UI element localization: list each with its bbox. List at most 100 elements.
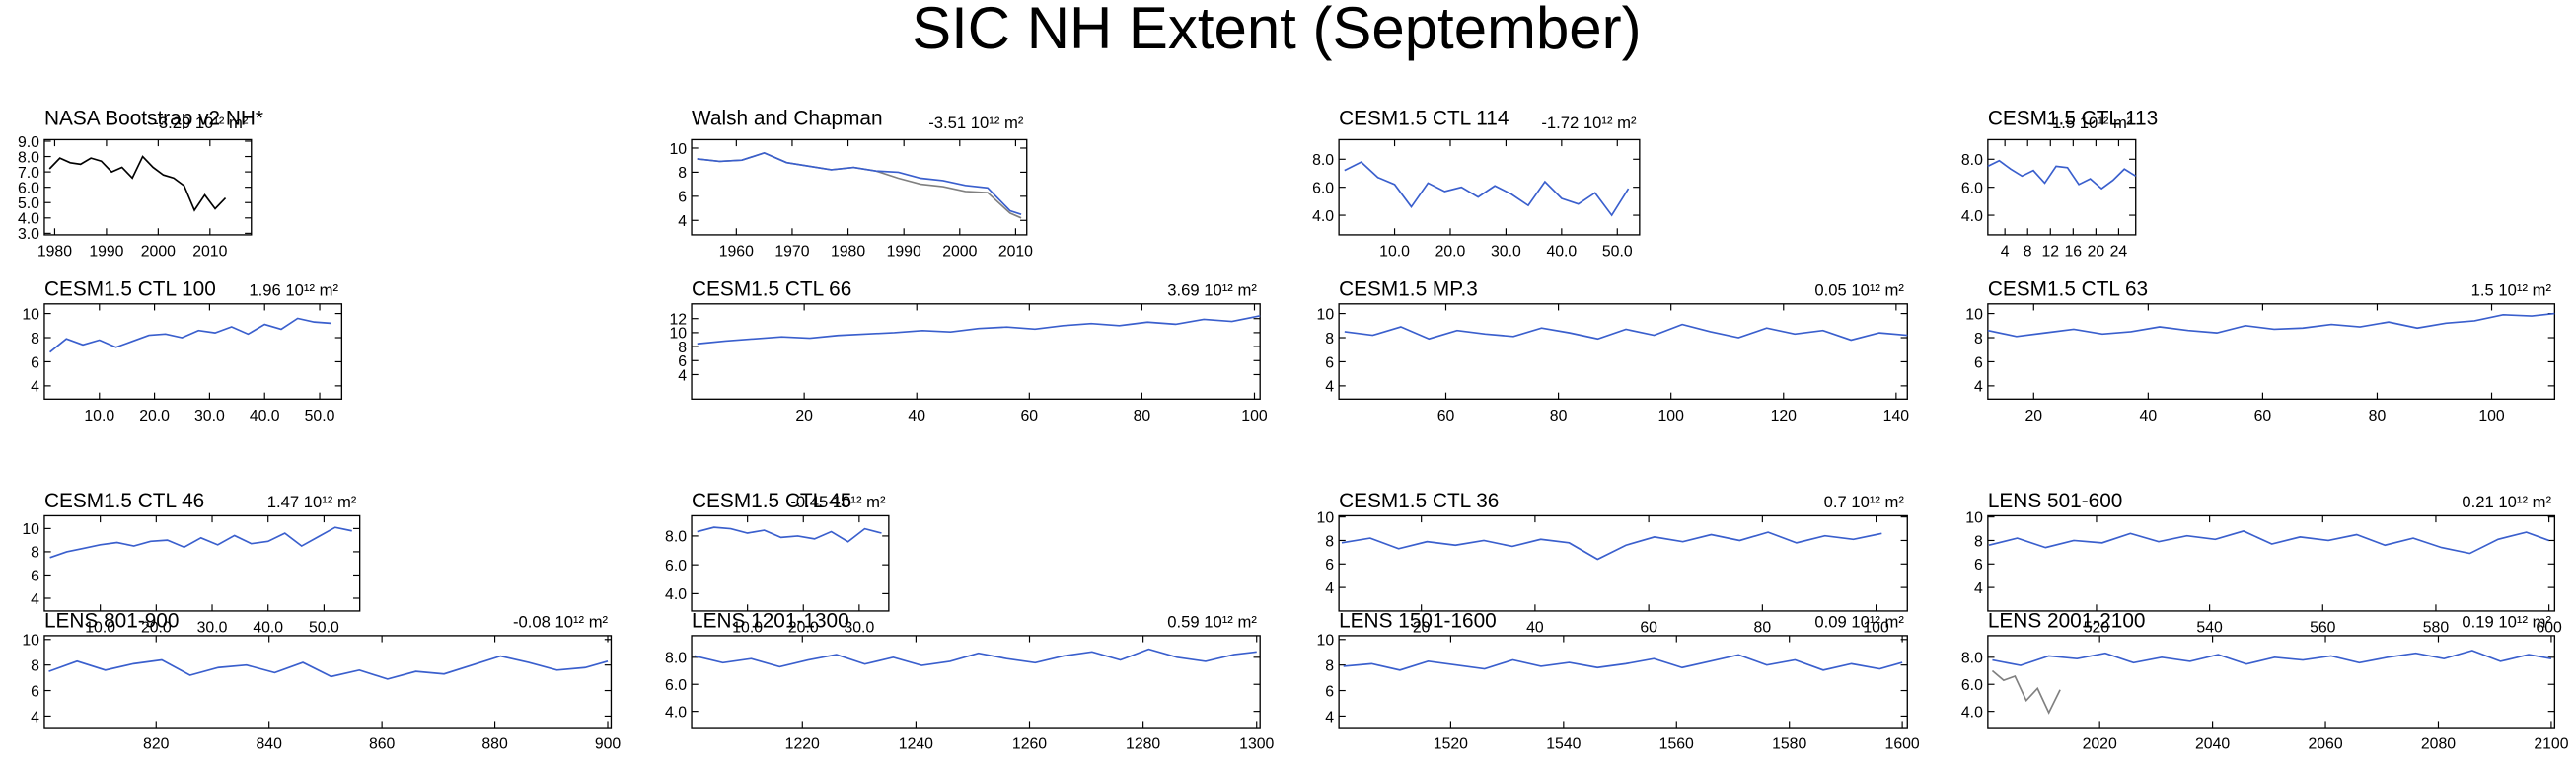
plot-frame	[1987, 635, 2556, 729]
trend-label: 1.96 10¹² m²	[249, 280, 338, 299]
y-tick-label: 10	[1317, 633, 1335, 650]
plot-frame	[1987, 303, 2556, 400]
y-tick-label: 8	[31, 545, 39, 562]
y-tick-label: 8.0	[18, 149, 39, 166]
plot-frame	[1987, 514, 2556, 612]
x-tick-label: 30.0	[194, 408, 225, 425]
y-tick-label: 4	[31, 379, 39, 396]
x-tick-label: 2000	[141, 244, 176, 261]
x-tick-label: 60	[1640, 620, 1657, 637]
x-tick-label: 580	[2423, 620, 2450, 637]
x-tick-label: 100	[1863, 620, 1889, 637]
x-tick-label: 2060	[2308, 736, 2342, 753]
x-tick-label: 2100	[2534, 736, 2568, 753]
plot-frame	[1338, 138, 1641, 236]
plot-frame	[1987, 138, 2137, 236]
trend-label: 0.19 10¹² m²	[2462, 613, 2551, 632]
x-tick-label: 1240	[899, 736, 933, 753]
panel-title: LENS 1201-1300	[692, 610, 849, 633]
plot-frame	[691, 303, 1261, 400]
y-tick-label: 3.0	[18, 226, 39, 243]
x-tick-label: 820	[143, 736, 170, 753]
x-tick-label: 12	[2041, 244, 2059, 261]
y-tick-label: 12	[669, 312, 687, 329]
x-tick-label: 2040	[2195, 736, 2230, 753]
panel-title: CESM1.5 CTL 46	[44, 490, 204, 512]
x-tick-label: 540	[2196, 620, 2223, 637]
y-tick-label: 8.0	[1312, 152, 1334, 169]
series-line	[1341, 531, 1882, 561]
y-tick-label: 8.0	[665, 651, 687, 667]
x-tick-label: 40	[2140, 408, 2158, 425]
y-tick-label: 6	[678, 190, 687, 206]
panel-title: CESM1.5 CTL 66	[692, 277, 851, 300]
x-tick-label: 10.0	[732, 620, 763, 637]
plot-frame	[1338, 635, 1908, 729]
x-tick-label: 900	[595, 736, 622, 753]
x-tick-label: 1300	[1239, 736, 1274, 753]
plot-frame	[691, 635, 1261, 729]
y-tick-label: 4	[678, 367, 687, 384]
x-tick-label: 80	[1550, 408, 1568, 425]
x-tick-label: 100	[1241, 408, 1268, 425]
figure-title: SIC NH Extent (September)	[912, 0, 1641, 61]
plot-frame	[691, 138, 1028, 236]
plot-frame	[43, 138, 253, 236]
y-tick-label: 6.0	[665, 677, 687, 694]
x-tick-label: 24	[2110, 244, 2128, 261]
x-tick-label: 840	[257, 736, 283, 753]
y-tick-label: 6	[31, 354, 39, 371]
x-tick-label: 1280	[1126, 736, 1160, 753]
y-tick-label: 4.0	[665, 704, 687, 721]
x-tick-label: 2080	[2421, 736, 2456, 753]
panel-title: CESM1.5 CTL 45	[692, 490, 851, 512]
y-tick-label: 10	[1317, 509, 1335, 526]
x-tick-label: 20	[1413, 620, 1431, 637]
y-tick-label: 8.0	[1961, 651, 1983, 667]
x-tick-label: 1260	[1012, 736, 1047, 753]
x-tick-label: 50.0	[305, 408, 335, 425]
trend-label: 1.5 10¹² m²	[2471, 280, 2552, 299]
x-tick-label: 880	[481, 736, 508, 753]
panel-title: LENS 2001-2100	[1988, 610, 2146, 633]
x-tick-label: 10.0	[84, 408, 114, 425]
x-tick-label: 20.0	[788, 620, 819, 637]
y-tick-label: 5.0	[18, 195, 39, 212]
y-tick-label: 4	[678, 213, 687, 230]
x-tick-label: 2010	[192, 244, 227, 261]
y-tick-label: 6.0	[1961, 181, 1983, 197]
x-tick-label: 80	[2369, 408, 2387, 425]
y-tick-label: 6	[1325, 683, 1334, 700]
series-line	[1987, 159, 2137, 191]
panel-title: LENS 1501-1600	[1339, 610, 1497, 633]
x-tick-label: 1560	[1659, 736, 1694, 753]
x-tick-label: 60	[1021, 408, 1039, 425]
x-tick-label: 30.0	[197, 620, 228, 637]
y-tick-label: 8	[31, 331, 39, 347]
y-tick-label: 10	[22, 306, 39, 323]
x-tick-label: 20	[2088, 244, 2105, 261]
panel-title: CESM1.5 CTL 114	[1339, 107, 1509, 129]
y-tick-label: 6	[1325, 354, 1334, 371]
plot-frame	[1338, 303, 1908, 400]
x-tick-label: 20.0	[139, 408, 170, 425]
series-line	[1987, 312, 2555, 338]
y-tick-label: 4	[1974, 580, 1983, 597]
y-tick-label: 4	[1325, 580, 1334, 597]
panel-title: NASA Bootstrap v2 NH*	[44, 107, 263, 129]
y-tick-label: 8	[1325, 331, 1334, 347]
x-tick-label: 40.0	[1546, 244, 1577, 261]
y-tick-label: 6.0	[665, 558, 687, 575]
series-line	[697, 151, 1022, 215]
y-tick-label: 6	[1974, 557, 1983, 574]
x-tick-label: 8	[2024, 244, 2032, 261]
x-tick-label: 60	[1437, 408, 1455, 425]
x-tick-label: 100	[2478, 408, 2505, 425]
x-tick-label: 1960	[719, 244, 754, 261]
panel-title: LENS 501-600	[1988, 490, 2122, 512]
x-tick-label: 1990	[89, 244, 123, 261]
x-tick-label: 1980	[831, 244, 865, 261]
y-tick-label: 6.0	[1961, 677, 1983, 694]
y-tick-label: 7.0	[18, 165, 39, 182]
